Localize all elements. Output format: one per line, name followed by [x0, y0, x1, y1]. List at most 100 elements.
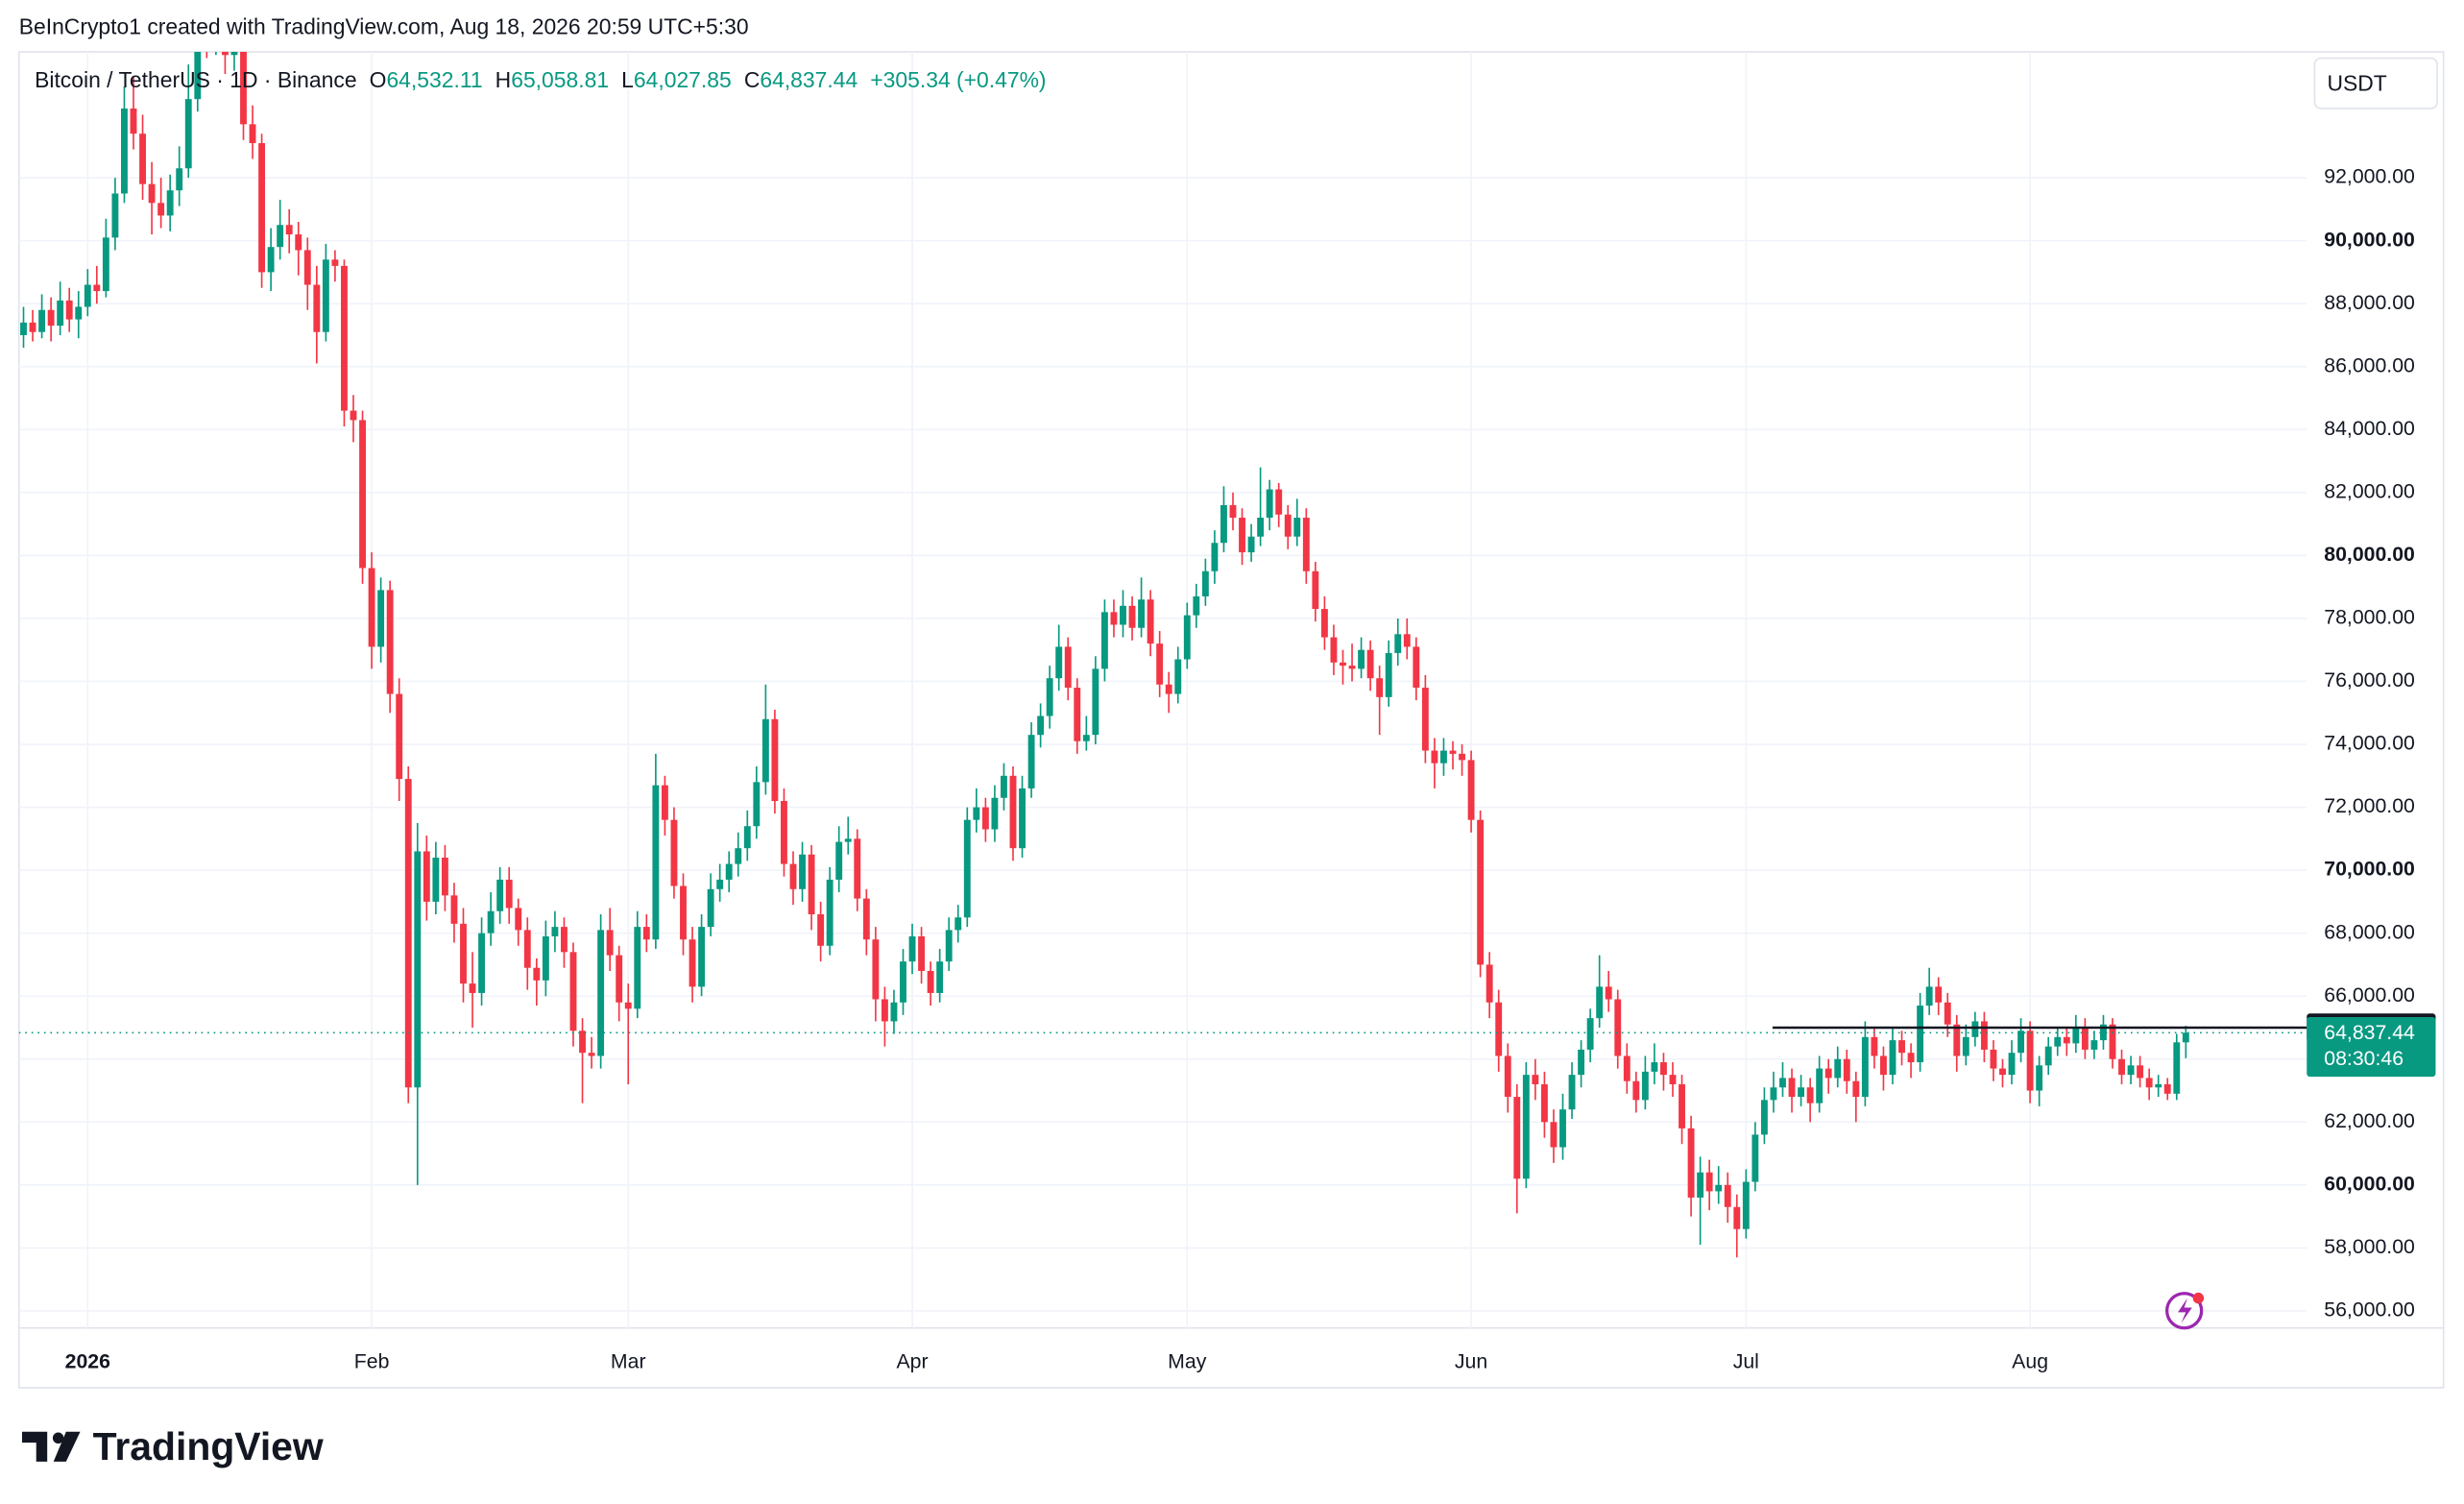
candle-body [277, 225, 284, 248]
candle-body [1046, 678, 1053, 716]
candle-body [249, 124, 256, 144]
candle-body [945, 930, 953, 962]
candle-body [487, 910, 495, 934]
candle-body [2145, 1078, 2153, 1088]
candle-body [588, 1053, 595, 1056]
candle-body [1174, 659, 1182, 694]
logo: TradingView [93, 1424, 324, 1468]
candle-body [2118, 1058, 2125, 1076]
candle-body [1971, 1021, 1979, 1037]
candle-body [799, 854, 806, 889]
candle-body [478, 933, 486, 993]
candle-body [2173, 1042, 2181, 1094]
currency[interactable]: USDT [2327, 70, 2386, 95]
candle-body [230, 52, 238, 56]
candle-body [240, 52, 247, 125]
candle-body [753, 782, 761, 827]
candle-body [606, 930, 614, 956]
x-tick-label: Feb [354, 1349, 390, 1372]
candle-body [396, 693, 403, 780]
x-tick-label: 2026 [65, 1349, 110, 1372]
candle-body [854, 838, 861, 899]
candle-body [991, 797, 999, 830]
candle-body [1082, 735, 1090, 741]
candle-body [1348, 666, 1356, 669]
o-label: O [370, 67, 387, 92]
candle-body [1120, 605, 1126, 625]
candle-body [1449, 750, 1457, 754]
y-tick-label: 62,000.00 [2324, 1109, 2415, 1132]
candle-body [469, 983, 476, 993]
candle-body [761, 718, 769, 783]
candle-body [1760, 1100, 1768, 1135]
candle-body [2072, 1027, 2080, 1044]
candle-body [194, 52, 202, 100]
candle-body [1358, 649, 1365, 669]
candle-body [1623, 1055, 1631, 1081]
candle-body [561, 927, 568, 953]
candle-body [1578, 1049, 1585, 1076]
candle-body [1632, 1080, 1640, 1101]
h-label: H [495, 67, 512, 92]
candle-body [2008, 1053, 2016, 1076]
l-value: 64,027.85 [634, 67, 732, 92]
candle-body [652, 785, 660, 940]
candle-body [1605, 986, 1612, 1000]
candle-body [57, 300, 64, 327]
currency-button[interactable] [2313, 57, 2438, 109]
y-tick-label: 80,000.00 [2324, 543, 2415, 566]
candle-body [295, 234, 302, 251]
candle-body [2127, 1065, 2135, 1076]
candle-body [2081, 1027, 2089, 1050]
candle-body [1733, 1206, 1741, 1229]
candle-body [1421, 688, 1429, 751]
candle-body [597, 930, 605, 1056]
candle-body [1907, 1053, 1915, 1063]
candle-body [826, 879, 833, 946]
candle-body [1824, 1068, 1832, 1079]
candle-body [1724, 1184, 1731, 1207]
candle-body [93, 284, 101, 292]
candle-body [313, 284, 321, 332]
candle-body [1705, 1172, 1713, 1192]
candle-body [1935, 986, 1943, 1003]
c-value: 64,837.44 [760, 67, 858, 92]
candle-body [1156, 643, 1164, 685]
candle-body [157, 203, 165, 216]
candle-body [1779, 1078, 1786, 1088]
candle-body [2090, 1040, 2098, 1050]
candle-body [1898, 1040, 1905, 1054]
candle-body [1522, 1075, 1530, 1179]
candle-body [781, 801, 787, 864]
y-tick-label: 70,000.00 [2324, 858, 2415, 881]
candle-body [735, 848, 742, 864]
h-value: 65,058.81 [511, 67, 609, 92]
candle-body [551, 927, 559, 936]
price-label-box [2307, 1016, 2436, 1078]
y-tick-label: 88,000.00 [2324, 291, 2415, 314]
candle-body [973, 807, 980, 820]
candle-body [1293, 518, 1301, 537]
candle-body [981, 807, 989, 830]
price-label: 64,837.44 [2324, 1021, 2415, 1044]
candle-body [2109, 1024, 2116, 1059]
alert-icon[interactable] [2165, 1292, 2205, 1330]
candle-body [1376, 678, 1384, 697]
candle-body [1394, 634, 1402, 653]
candle-body [808, 854, 815, 914]
y-tick-label: 58,000.00 [2324, 1235, 2415, 1258]
logo-mark [22, 1431, 81, 1462]
candle-body [1257, 518, 1265, 537]
candle-body [1459, 753, 1465, 761]
candle-body [303, 250, 311, 285]
candle-body [1770, 1087, 1777, 1101]
candle-body [1513, 1097, 1521, 1179]
candle-body [1871, 1036, 1878, 1056]
candle-body [1669, 1075, 1677, 1084]
candle-body [1229, 504, 1237, 519]
candle-body [1596, 986, 1604, 1019]
candle-body [900, 961, 906, 1003]
candle-body [2044, 1046, 2052, 1066]
candle-body [2137, 1065, 2144, 1079]
candle-body [1431, 750, 1438, 764]
